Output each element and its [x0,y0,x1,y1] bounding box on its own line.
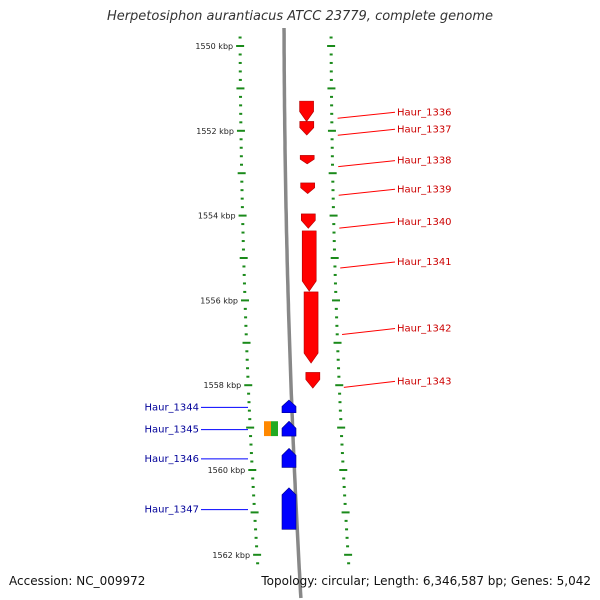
gene-label[interactable]: Haur_1343 [397,376,452,387]
forward-gene[interactable] [299,155,315,165]
position-label: 1554 kbp [198,212,236,221]
gene-label[interactable]: Haur_1336 [397,107,452,118]
forward-gene[interactable] [301,230,317,292]
forward-gene[interactable] [299,121,315,136]
forward-gene[interactable] [300,182,315,194]
forward-gene[interactable] [299,100,314,122]
gene-leader-line [338,160,396,168]
gene-label[interactable]: Haur_1345 [144,425,199,436]
green-feature[interactable] [271,421,278,437]
gene-label[interactable]: Haur_1338 [397,156,452,167]
gene-label[interactable]: Haur_1341 [397,257,452,268]
gene-leader-line [342,328,396,336]
reverse-gene[interactable] [281,447,297,468]
gene-leader-line [339,221,396,229]
genome-summary: Topology: circular; Length: 6,346,587 bp… [261,574,591,588]
reverse-gene[interactable] [281,487,297,530]
gene-label[interactable]: Haur_1346 [144,454,199,465]
position-label: 1560 kbp [208,466,246,475]
position-label: 1558 kbp [204,381,242,390]
forward-gene[interactable] [303,291,319,364]
gene-label[interactable]: Haur_1344 [144,402,199,413]
page-title: Herpetosiphon aurantiacus ATCC 23779, co… [106,9,494,24]
gene-label[interactable]: Haur_1340 [397,217,452,228]
gene-label[interactable]: Haur_1347 [144,505,199,516]
forward-gene[interactable] [305,372,321,389]
accession-text: Accession: NC_009972 [9,574,146,588]
gene-label[interactable]: Haur_1339 [397,184,452,195]
gene-label[interactable]: Haur_1342 [397,324,452,335]
position-label: 1552 kbp [196,127,234,136]
gene-leader-line [337,111,396,119]
gene-leader-line [338,188,396,196]
orange-feature[interactable] [264,421,271,437]
gene-label[interactable]: Haur_1337 [397,124,452,135]
position-label: 1556 kbp [200,296,238,305]
gene-leader-line [337,128,396,136]
position-label: 1550 kbp [195,42,233,51]
forward-gene[interactable] [301,213,316,229]
gene-leader-line [343,380,396,388]
position-label: 1562 kbp [212,551,250,560]
reverse-gene[interactable] [281,399,297,414]
gene-leader-line [340,261,396,269]
reverse-gene[interactable] [281,420,297,437]
